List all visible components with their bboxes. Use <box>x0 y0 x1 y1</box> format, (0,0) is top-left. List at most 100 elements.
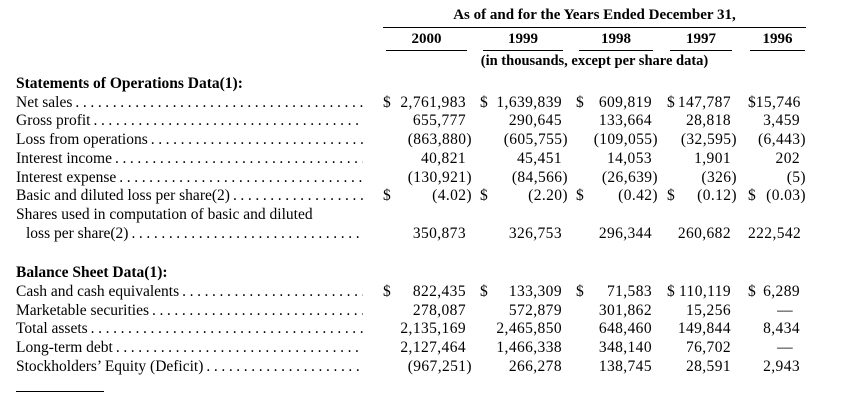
dot-leader <box>75 94 363 113</box>
dot-leader <box>115 150 363 169</box>
value-cell: 278,087 <box>412 301 466 319</box>
dot-leader <box>233 187 363 206</box>
value-cell: — <box>777 301 793 319</box>
currency-symbol: $ <box>748 283 756 301</box>
row-net-sales: Net sales $2,761,983 $1,639,839 $609,819… <box>16 94 844 113</box>
value-cell: 655,777 <box>412 112 466 130</box>
value-cell: 40,821 <box>420 149 466 167</box>
value-cell: 648,460 <box>598 320 652 338</box>
currency-symbol: $ <box>480 283 488 301</box>
value-cell: (26,639) <box>601 168 658 186</box>
value-cell: (109,055) <box>593 131 658 149</box>
dot-leader <box>119 169 363 188</box>
value-cell: $147,787 <box>667 93 731 111</box>
row-label: Net sales <box>16 94 383 113</box>
value-cell: $110,119 <box>667 283 731 301</box>
value-cell: $ (0.03) <box>748 187 806 205</box>
value-cell: $ (0.12) <box>667 187 737 205</box>
value-cell: 572,879 <box>508 301 562 319</box>
dot-leader <box>206 358 363 377</box>
value-cell: 222,542 <box>748 224 802 242</box>
row-label: Cash and cash equivalents <box>16 283 383 302</box>
value-cell: 45,451 <box>516 149 562 167</box>
value-cell: 14,053 <box>606 149 652 167</box>
value-cell: $133,309 <box>480 283 562 301</box>
value-cell: $ (2.20) <box>480 187 568 205</box>
value-cell: 266,278 <box>508 357 562 375</box>
value-cell: 133,664 <box>598 112 652 130</box>
row-label: Shares used in computation of basic and … <box>16 206 383 243</box>
value-cell: — <box>777 339 793 357</box>
value-cell: 15,256 <box>685 301 731 319</box>
value-cell: 301,862 <box>598 301 652 319</box>
section-title-operations: Statements of Operations Data(1): <box>16 75 243 92</box>
currency-symbol: $ <box>667 93 675 111</box>
year-column-header: 1997 <box>658 30 737 51</box>
row-label: Marketable securities <box>16 302 383 321</box>
row-total-assets: Total assets 2,135,169 2,465,850 648,460… <box>16 320 844 339</box>
dot-leader <box>116 339 363 358</box>
currency-symbol: $ <box>576 93 584 111</box>
year-column-header: 1999 <box>472 30 568 51</box>
value-cell: 28,591 <box>685 357 731 375</box>
value-cell: $2,761,983 <box>383 93 466 111</box>
currency-symbol: $ <box>667 283 675 301</box>
dot-leader <box>91 320 363 339</box>
value-cell: 2,135,169 <box>400 320 466 338</box>
value-cell: $71,583 <box>576 283 652 301</box>
row-label: Interest income <box>16 150 383 169</box>
value-cell: 149,844 <box>677 320 731 338</box>
value-cell: (6,443) <box>758 131 806 149</box>
year-column-header: 1996 <box>737 30 806 51</box>
currency-symbol: $ <box>667 187 675 205</box>
currency-symbol: $ <box>576 283 584 301</box>
row-interest-income: Interest income 40,821 45,451 14,053 1,9… <box>16 150 844 169</box>
value-cell: $822,435 <box>383 283 466 301</box>
value-cell: 348,140 <box>598 339 652 357</box>
value-cell: 326,753 <box>508 224 562 242</box>
value-cell: 28,818 <box>685 112 731 130</box>
currency-symbol: $ <box>383 93 391 111</box>
dot-leader <box>151 131 363 150</box>
value-cell: $6,289 <box>748 283 800 301</box>
currency-symbol: $ <box>480 93 488 111</box>
year-headers-row: 2000 1999 1998 1997 1996 <box>383 30 806 51</box>
row-loss-from-operations: Loss from operations (863,880) (605,755)… <box>16 131 844 150</box>
year-column-header: 1998 <box>568 30 658 51</box>
row-label: Stockholders’ Equity (Deficit) <box>16 358 383 377</box>
value-cell: (5) <box>786 168 806 186</box>
value-cell: 2,943 <box>763 357 800 375</box>
units-note: (in thousands, except per share data) <box>480 53 709 69</box>
row-stockholders-equity: Stockholders’ Equity (Deficit) (967,251)… <box>16 358 844 377</box>
row-label: Interest expense <box>16 169 383 188</box>
currency-symbol: $ <box>576 187 584 205</box>
table-header: As of and for the Years Ended December 3… <box>383 6 806 68</box>
value-cell: 8,434 <box>763 320 800 338</box>
currency-symbol: $ <box>748 93 756 111</box>
value-cell: $15,746 <box>748 93 801 111</box>
period-header: As of and for the Years Ended December 3… <box>383 6 806 28</box>
value-cell: (130,921) <box>407 168 472 186</box>
value-cell: 76,702 <box>685 339 731 357</box>
row-label: Basic and diluted loss per share(2) <box>16 187 383 206</box>
value-cell: 1,466,338 <box>496 339 562 357</box>
value-cell: $ (0.42) <box>576 187 658 205</box>
value-cell: 202 <box>775 149 800 167</box>
value-cell: 138,745 <box>598 357 652 375</box>
dot-leader <box>93 112 363 131</box>
value-cell: (605,755) <box>503 131 568 149</box>
dot-leader <box>152 302 363 321</box>
value-cell: (967,251) <box>407 357 472 375</box>
value-cell: $1,639,839 <box>480 93 562 111</box>
value-cell: 350,873 <box>412 224 466 242</box>
year-column-header: 2000 <box>383 30 472 51</box>
value-cell: 1,901 <box>694 149 731 167</box>
value-cell: (326) <box>701 168 737 186</box>
value-cell: 260,682 <box>677 224 731 242</box>
row-gross-profit: Gross profit 655,777 290,645 133,664 28,… <box>16 112 844 131</box>
row-label: Total assets <box>16 320 383 339</box>
row-label: Long-term debt <box>16 339 383 358</box>
value-cell: 3,459 <box>763 112 800 130</box>
row-long-term-debt: Long-term debt 2,127,464 1,466,338 348,1… <box>16 339 844 358</box>
